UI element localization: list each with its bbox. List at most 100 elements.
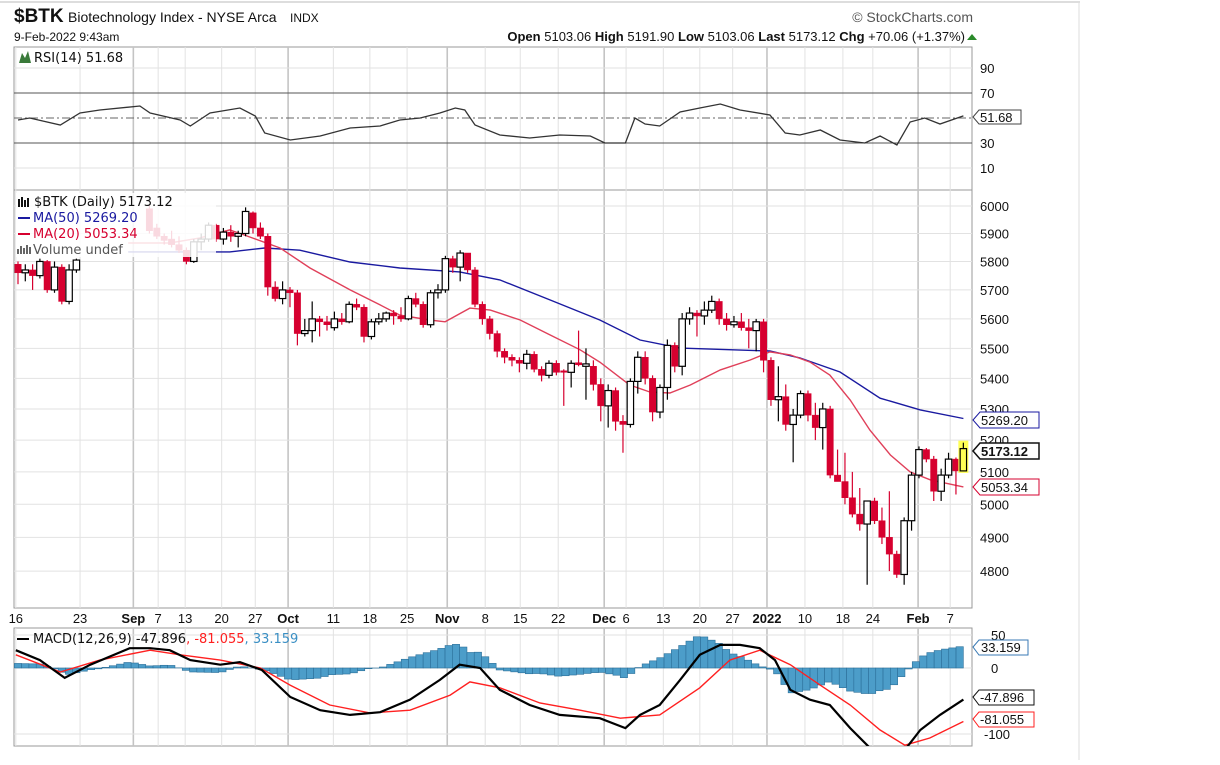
- candle-body: [29, 270, 35, 276]
- copyright: © StockCharts.com: [852, 9, 973, 25]
- candle: [524, 350, 530, 369]
- candle-body: [457, 253, 463, 267]
- histogram-bar: [766, 668, 773, 669]
- candle: [958, 441, 968, 473]
- histogram-bar: [803, 668, 810, 690]
- x-tick-label: 18: [363, 611, 377, 626]
- candle-body: [871, 501, 877, 521]
- histogram-bar: [832, 668, 839, 684]
- candle-body: [561, 371, 567, 373]
- price-tick-label: 4900: [980, 530, 1009, 545]
- histogram-bar: [657, 658, 664, 668]
- candle: [427, 290, 433, 328]
- candle-body: [945, 459, 951, 475]
- rsi-tick-label: 70: [980, 86, 994, 101]
- candle: [857, 488, 863, 531]
- candle: [516, 357, 522, 372]
- candle-body: [15, 264, 21, 272]
- histogram-bar: [219, 668, 226, 672]
- histogram-bar: [555, 668, 562, 676]
- price-tick-label: 4800: [980, 564, 1009, 579]
- price-tick-label: 5700: [980, 283, 1009, 298]
- histogram-bar: [233, 667, 240, 668]
- x-tick-label: 7: [155, 611, 162, 626]
- candle: [242, 207, 248, 236]
- candle: [753, 319, 759, 351]
- candle: [368, 319, 374, 340]
- candle: [931, 456, 937, 501]
- candle: [450, 256, 456, 273]
- rsi-value-box: 51.68: [973, 110, 1021, 125]
- candle: [294, 290, 300, 345]
- histogram-bar: [496, 668, 503, 670]
- price-tick-label: 5600: [980, 312, 1009, 327]
- candle-body: [908, 475, 914, 521]
- histogram-bar: [956, 647, 963, 668]
- candle: [272, 281, 278, 301]
- candle: [894, 551, 900, 578]
- candle-body: [405, 299, 411, 319]
- candle-body: [583, 364, 589, 366]
- candle-body: [516, 360, 522, 363]
- candle: [797, 391, 803, 419]
- candle: [923, 448, 929, 462]
- high-value: 5191.90: [627, 29, 674, 44]
- histogram-bar: [628, 668, 635, 674]
- candle-body: [472, 270, 478, 304]
- candle: [642, 351, 648, 384]
- histogram-bar: [95, 668, 102, 669]
- histogram-bar: [270, 668, 277, 674]
- candle: [879, 508, 885, 544]
- price-tick-label: 6000: [980, 199, 1009, 214]
- histogram-bar: [898, 668, 905, 677]
- candle-body: [287, 290, 293, 293]
- histogram-bar: [752, 664, 759, 668]
- candle-body: [494, 334, 500, 352]
- candle-body: [257, 228, 263, 236]
- histogram-bar: [336, 668, 343, 674]
- candle-body: [353, 304, 359, 307]
- candle-body: [346, 304, 352, 321]
- candle-body: [694, 313, 700, 316]
- candle: [73, 259, 79, 273]
- candle: [228, 225, 234, 242]
- candle: [649, 375, 655, 421]
- candle-body: [73, 260, 79, 270]
- candle: [568, 360, 574, 387]
- histogram-bar: [671, 650, 678, 668]
- candle: [464, 253, 470, 273]
- candle-body: [642, 357, 648, 378]
- candle: [590, 360, 596, 390]
- histogram-bar: [29, 664, 36, 668]
- x-tick-label: 13: [656, 611, 670, 626]
- histogram-bar: [679, 645, 686, 668]
- candle: [435, 284, 441, 298]
- svg-text:33.159: 33.159: [981, 640, 1021, 655]
- low-value: 5103.06: [708, 29, 755, 44]
- candle-body: [612, 391, 618, 422]
- x-tick-label: 7: [947, 611, 954, 626]
- candle: [812, 403, 818, 440]
- svg-text:5173.12: 5173.12: [981, 444, 1028, 459]
- candle-body: [398, 316, 404, 319]
- histogram-bar: [934, 651, 941, 668]
- candle: [679, 313, 685, 375]
- histogram-bar: [124, 662, 131, 668]
- histogram-bar: [810, 668, 817, 688]
- candle-body: [235, 233, 241, 236]
- histogram-bar: [547, 668, 554, 675]
- candle: [805, 391, 811, 422]
- candle: [235, 231, 241, 248]
- candle: [827, 406, 833, 478]
- histogram-bar: [438, 648, 445, 668]
- candle: [664, 339, 670, 399]
- candle: [916, 446, 922, 478]
- rsi-plot: [18, 104, 963, 145]
- exchange: INDX: [290, 11, 319, 25]
- candle: [509, 354, 515, 366]
- candle: [22, 264, 28, 281]
- histogram-bar: [730, 654, 737, 668]
- histogram-bar: [409, 657, 416, 668]
- candle: [546, 360, 552, 378]
- candle-body: [775, 397, 781, 400]
